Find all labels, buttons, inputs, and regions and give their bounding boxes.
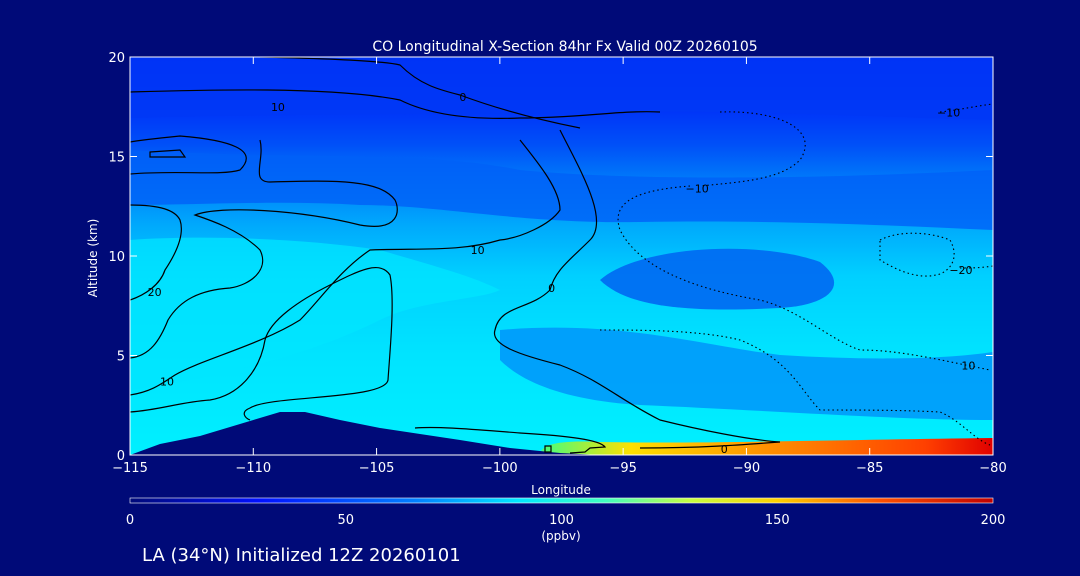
x-axis-label: Longitude xyxy=(531,483,591,497)
contour-line-0-mid xyxy=(493,129,781,449)
contour-label: −20 xyxy=(949,264,972,277)
contour-label: 10 xyxy=(160,375,174,388)
x-axis: −115 −110 −105 −100 −95 −90 −85 −80 xyxy=(112,57,1007,476)
contour-line-surface-box xyxy=(544,445,552,453)
contour-line-0-upper xyxy=(259,57,581,129)
contour-label: −10 xyxy=(937,107,960,120)
y-axis-label: Altitude (km) xyxy=(86,219,100,298)
terrain xyxy=(130,412,600,455)
contour-line-surface-west xyxy=(414,426,607,454)
contour-line-20 xyxy=(130,204,182,301)
contour-line-10-west-low xyxy=(130,139,561,396)
contour-line-neg20-east xyxy=(879,232,955,277)
contour-label: 10 xyxy=(471,244,485,257)
contour-label: 20 xyxy=(148,286,162,299)
co-field-surface-layer xyxy=(540,438,993,455)
x-tick-label: −100 xyxy=(482,461,518,476)
contour-line-10-lower xyxy=(130,266,393,421)
contour-line-10-mid xyxy=(130,139,398,359)
y-tick-label: 0 xyxy=(117,449,125,464)
contour-labels: 0 10 −10 −10 10 0 −20 20 10 10 0 xyxy=(148,91,976,456)
x-tick-label: −115 xyxy=(112,461,148,476)
contour-line-neg10-east xyxy=(617,185,991,371)
contour-label: 10 xyxy=(271,101,285,114)
contour-label: 0 xyxy=(459,91,466,104)
co-field-band-east xyxy=(500,327,993,420)
colorbar-tick-label: 200 xyxy=(981,513,1006,528)
contour-line-west-15 xyxy=(149,149,187,158)
co-field-tongue-west xyxy=(130,237,500,390)
colorbar-tick-label: 100 xyxy=(549,513,574,528)
contour-label: 10 xyxy=(961,359,975,372)
co-field-band-upper xyxy=(130,57,993,120)
y-tick-label: 5 xyxy=(117,350,125,365)
y-tick-label: 20 xyxy=(108,51,125,66)
plot-area: 0 10 −10 −10 10 0 −20 20 10 10 0 xyxy=(130,57,993,456)
contour-line-west-14 xyxy=(130,135,247,175)
contour-line-neg10-upper xyxy=(699,111,806,187)
contour-line-10-upper xyxy=(130,89,661,120)
colorbar-ticks: 0 50 100 150 200 xyxy=(126,513,1006,528)
x-tick-label: −110 xyxy=(235,461,271,476)
contour-lines xyxy=(130,57,781,454)
colorbar-tick-label: 150 xyxy=(765,513,790,528)
x-tick-label: −80 xyxy=(979,461,1006,476)
y-axis: 0 5 10 15 20 xyxy=(108,51,993,464)
x-tick-label: −95 xyxy=(609,461,636,476)
co-field-band-mid xyxy=(130,150,993,230)
contour-label: −10 xyxy=(686,182,709,195)
contour-line-neg-east-low xyxy=(599,329,991,446)
colorbar-tick-label: 0 xyxy=(126,513,134,528)
x-tick-label: −85 xyxy=(856,461,883,476)
footer-caption: LA (34°N) Initialized 12Z 20260101 xyxy=(142,545,461,566)
co-field-blob-east xyxy=(600,248,835,310)
contour-lines-negative xyxy=(599,103,993,446)
x-tick-label: −105 xyxy=(359,461,395,476)
contour-label: 0 xyxy=(548,282,555,295)
colorbar-units: (ppbv) xyxy=(541,529,580,543)
x-tick-label: −90 xyxy=(733,461,760,476)
y-tick-label: 10 xyxy=(108,250,125,265)
chart-title: CO Longitudinal X-Section 84hr Fx Valid … xyxy=(372,39,757,55)
contour-line-neg10-ne xyxy=(939,103,993,113)
colorbar xyxy=(129,497,994,504)
colorbar-tick-label: 50 xyxy=(337,513,354,528)
contour-label: 0 xyxy=(721,443,728,456)
y-tick-label: 15 xyxy=(108,151,125,166)
